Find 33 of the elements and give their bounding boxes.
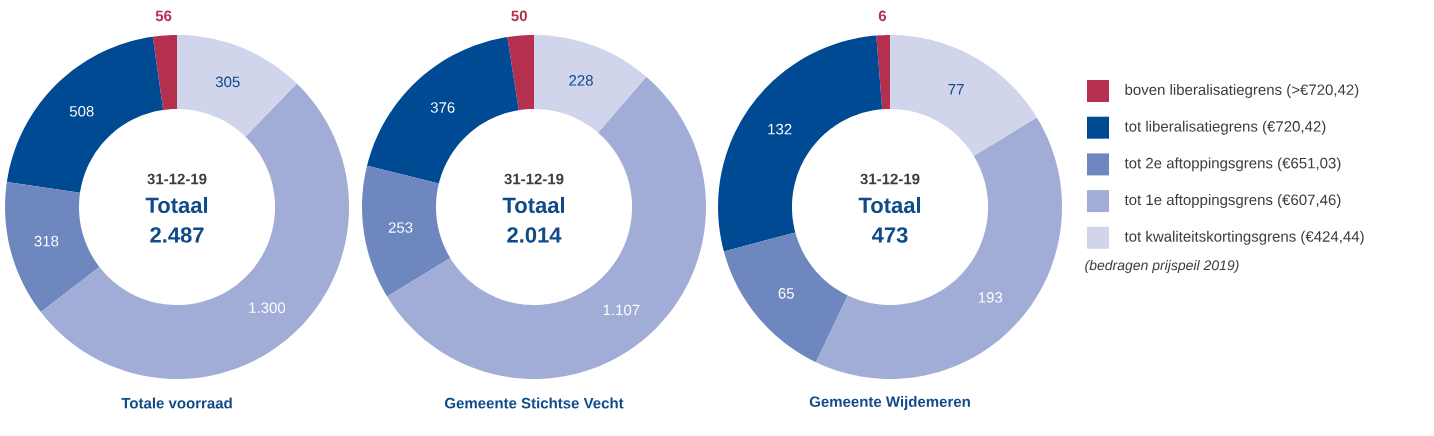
text: Totaal (502, 196, 565, 214)
data-label: 132 (768, 123, 792, 135)
data-label: 305 (215, 76, 240, 88)
data-label: 6 (878, 10, 887, 22)
text: 31-12-19 (504, 173, 564, 185)
text: Gemeente Wijdemeren (809, 395, 970, 410)
data-label: 253 (388, 222, 413, 233)
legend-label: tot liberalisatiegrens (€720,42) (1124, 120, 1326, 135)
data-label: 65 (778, 288, 794, 299)
text: Totaal (145, 196, 208, 214)
legend-label: tot kwaliteitskortingsgrens (€424,44) (1124, 230, 1364, 245)
text: 31-12-19 (860, 173, 920, 185)
legend-label: tot 1e aftoppingsgrens (€607,46) (1124, 194, 1341, 209)
text: 473 (871, 227, 908, 243)
data-label: 1.107 (603, 304, 640, 316)
data-label: 318 (34, 235, 59, 247)
text: 2.487 (150, 227, 204, 243)
text: Gemeente Stichtse Vecht (445, 397, 624, 409)
text: (bedragen prijspeil 2019) (1085, 259, 1239, 274)
text: Totale voorraad (121, 397, 232, 409)
data-label: 376 (430, 102, 455, 113)
text: 31-12-19 (147, 173, 207, 185)
text: 2.014 (507, 227, 562, 243)
legend-label: boven liberalisatiegrens (>€720,42) (1125, 84, 1359, 98)
data-label: 228 (569, 75, 593, 86)
data-label: 193 (978, 292, 1003, 303)
data-label: 1.300 (249, 302, 286, 314)
data-label: 56 (155, 10, 172, 22)
legend-label: tot 2e aftoppingsgrens (€651,03) (1124, 157, 1341, 172)
data-label: 77 (948, 84, 964, 95)
text: Totaal (858, 196, 921, 214)
data-label: 508 (69, 106, 94, 117)
data-label: 50 (511, 10, 527, 22)
